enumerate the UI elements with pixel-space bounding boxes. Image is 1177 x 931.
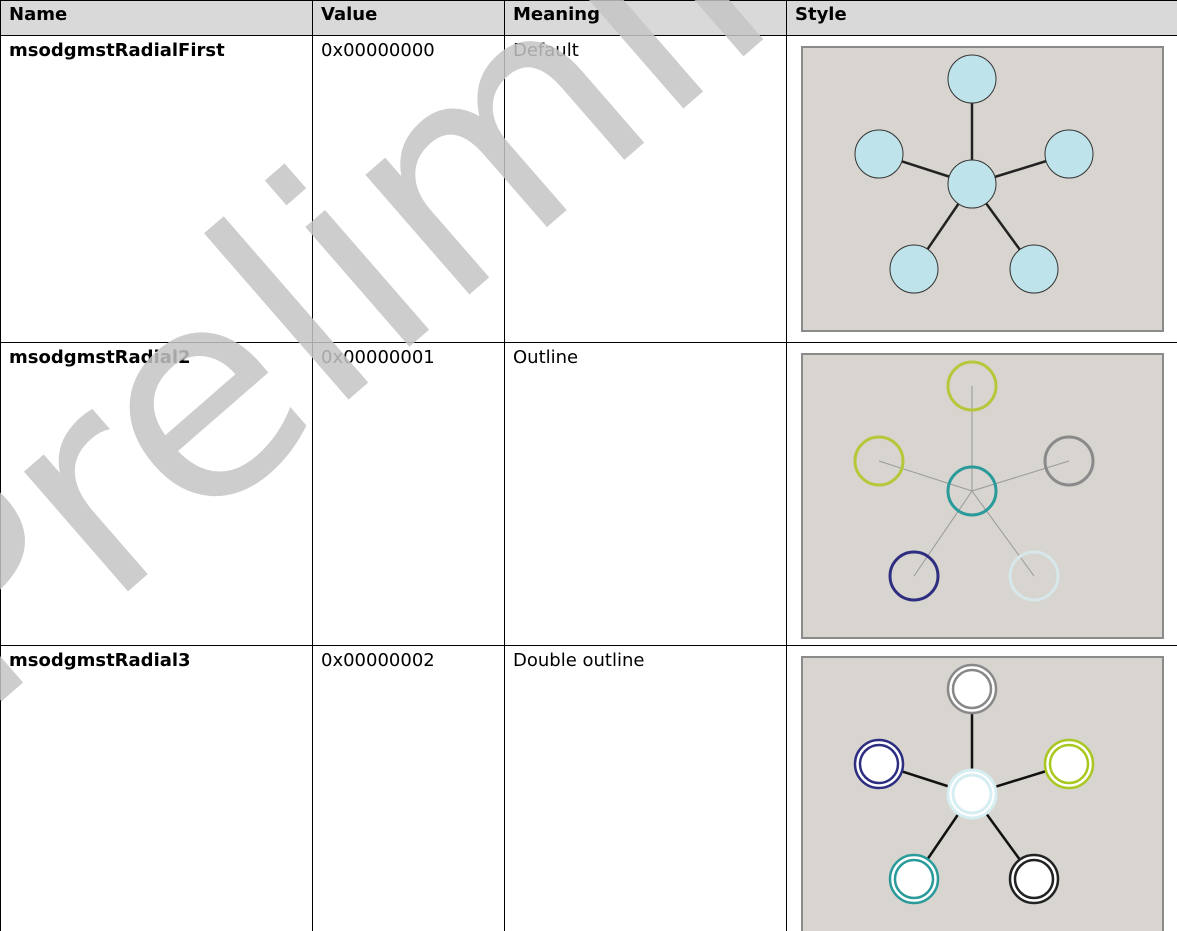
row: msodgmstRadial2 0x00000001 Outline: [0, 342, 1177, 646]
row: msodgmstRadial3 0x00000002 Double outlin…: [0, 645, 1177, 931]
node: [889, 244, 939, 294]
meaning-cell: Double outline: [504, 645, 787, 931]
style-image: [801, 46, 1164, 332]
node: [1043, 738, 1095, 790]
node-inner-ring: [1048, 743, 1090, 785]
node: [1008, 550, 1060, 602]
node: [1008, 853, 1060, 905]
value-cell: 0x00000002: [312, 645, 505, 931]
style-cell: [786, 35, 1177, 343]
header-cell: Name: [0, 0, 313, 36]
style-cell: [786, 342, 1177, 646]
node-inner-ring: [951, 773, 993, 815]
style-image: [801, 353, 1164, 639]
connector: [913, 490, 973, 577]
meaning-cell: Outline: [504, 342, 787, 646]
node: [1044, 129, 1094, 179]
node-inner-ring: [858, 743, 900, 785]
connector: [971, 460, 1070, 492]
header-cell: Value: [312, 0, 505, 36]
image-frame: [801, 353, 1164, 639]
header-cell: Style: [786, 0, 1177, 36]
value-cell: 0x00000001: [312, 342, 505, 646]
name-cell: msodgmstRadial3: [0, 645, 313, 931]
style-image: [801, 656, 1164, 931]
header-row: Name Value Meaning Style: [0, 0, 1177, 36]
name-cell: msodgmstRadialFirst: [0, 35, 313, 343]
style-cell: [786, 645, 1177, 931]
node: [854, 129, 904, 179]
node: [947, 54, 997, 104]
node: [853, 738, 905, 790]
header-cell: Meaning: [504, 0, 787, 36]
node-inner-ring: [1013, 858, 1055, 900]
node: [1009, 244, 1059, 294]
node: [946, 768, 998, 820]
node: [853, 435, 905, 487]
row: msodgmstRadialFirst 0x00000000 Default: [0, 35, 1177, 343]
node: [947, 159, 997, 209]
node: [946, 663, 998, 715]
node: [888, 853, 940, 905]
node: [946, 465, 998, 517]
name-cell: msodgmstRadial2: [0, 342, 313, 646]
connector: [971, 490, 1035, 577]
value-cell: 0x00000000: [312, 35, 505, 343]
node: [888, 550, 940, 602]
node: [1043, 435, 1095, 487]
node-inner-ring: [893, 858, 935, 900]
node: [946, 360, 998, 412]
connector: [878, 460, 973, 492]
node-inner-ring: [951, 668, 993, 710]
meaning-cell: Default: [504, 35, 787, 343]
